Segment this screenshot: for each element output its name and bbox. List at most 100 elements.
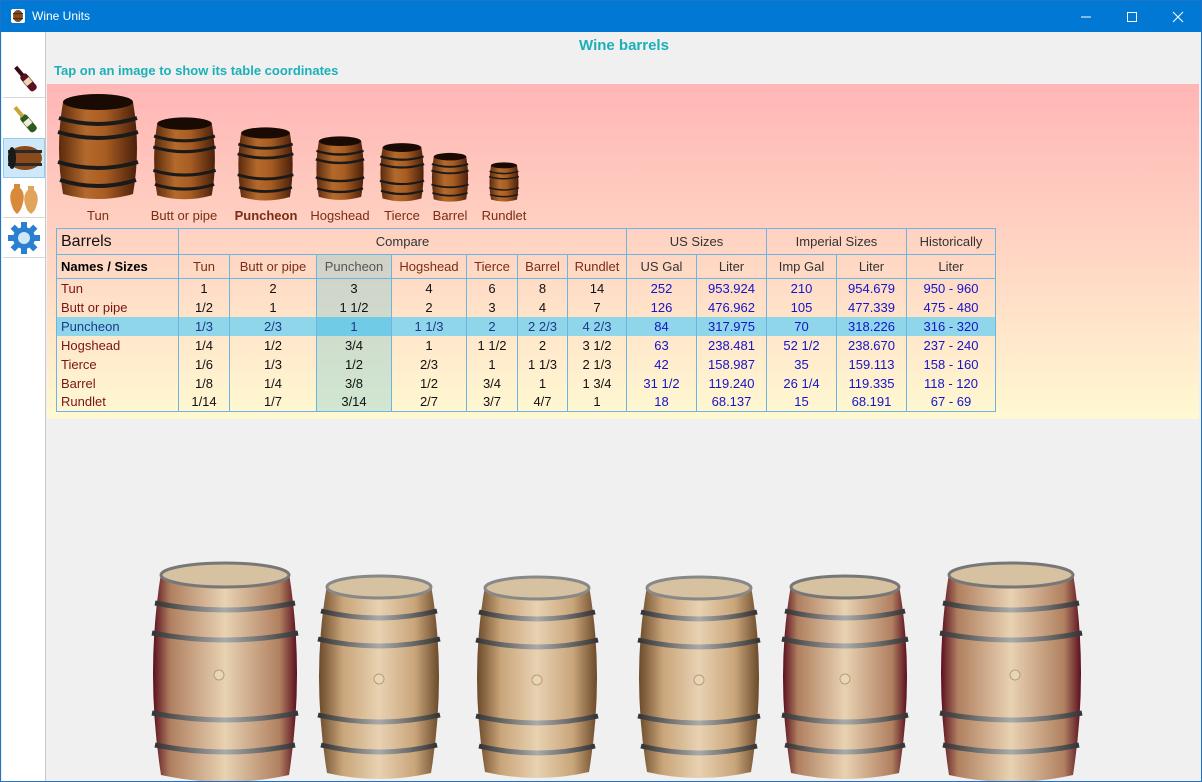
compare-cell: 2/7 xyxy=(391,392,467,412)
barrel-label-rundlet: Rundlet xyxy=(481,208,527,223)
column-header-barrel: Barrel xyxy=(517,254,568,279)
historic-liter-cell: 237 - 240 xyxy=(906,335,996,355)
us-gal-cell: 84 xyxy=(626,316,697,336)
compare-cell: 2 xyxy=(517,335,568,355)
compare-cell: 8 xyxy=(517,278,568,298)
minimize-button[interactable] xyxy=(1063,1,1109,32)
barrel-photo-4 xyxy=(637,575,761,778)
column-header-historic-liter: Liter xyxy=(906,254,996,279)
compare-cell: 1 xyxy=(466,354,518,374)
barrel-image-barrel[interactable] xyxy=(430,152,470,204)
barrel-label-tun: Tun xyxy=(87,208,109,223)
compare-cell: 1 3/4 xyxy=(567,373,627,393)
compare-cell: 2 2/3 xyxy=(517,316,568,336)
gear-icon xyxy=(8,222,40,254)
table-row-tun[interactable]: Tun 1 2 3 4 6 8 14 252 953.924 210 954.679 950 - 960 xyxy=(56,278,996,298)
historic-liter-cell: 158 - 160 xyxy=(906,354,996,374)
barrel-image-hogshead[interactable] xyxy=(314,134,366,204)
column-header-puncheon: Puncheon xyxy=(316,254,392,279)
table-row-butt-or-pipe[interactable]: Butt or pipe 1/2 1 1 1/2 2 3 4 7 126 476.962 105 47… xyxy=(56,297,996,317)
imp-gal-cell: 26 1/4 xyxy=(766,373,837,393)
sidebar-item-wine-bottles[interactable] xyxy=(3,58,45,98)
compare-cell: 6 xyxy=(466,278,518,298)
compare-cell: 2/3 xyxy=(391,354,467,374)
sidebar-item-settings[interactable] xyxy=(3,218,45,258)
compare-cell: 1 1/2 xyxy=(466,335,518,355)
imp-liter-cell: 318.226 xyxy=(836,316,907,336)
table-body: Tun 1 2 3 4 6 8 14 252 953.924 210 954.679 950 - 960… xyxy=(56,278,996,412)
column-header-tun: Tun xyxy=(178,254,230,279)
compare-cell: 1/3 xyxy=(229,354,317,374)
imp-liter-cell: 68.191 xyxy=(836,392,907,412)
imperial-sizes-group-header: Imperial Sizes xyxy=(766,228,907,255)
compare-cell: 2 xyxy=(391,297,467,317)
compare-cell: 1 xyxy=(567,392,627,412)
table-row-hogshead[interactable]: Hogshead 1/4 1/2 3/4 1 1 1/2 2 3 1/2 63 238.481 52… xyxy=(56,335,996,355)
compare-cell: 1/2 xyxy=(178,297,230,317)
barrel-image-tun[interactable] xyxy=(55,92,141,204)
row-name: Barrel xyxy=(56,373,179,393)
compare-cell: 2 1/3 xyxy=(567,354,627,374)
historic-liter-cell: 67 - 69 xyxy=(906,392,996,412)
column-header-us-gal: US Gal xyxy=(626,254,697,279)
us-gal-cell: 252 xyxy=(626,278,697,298)
compare-cell: 1/6 xyxy=(178,354,230,374)
us-liter-cell: 238.481 xyxy=(696,335,767,355)
barrel-image-butt-or-pipe[interactable] xyxy=(151,115,218,204)
column-header-hogshead: Hogshead xyxy=(391,254,467,279)
compare-cell: 1 xyxy=(178,278,230,298)
maximize-icon xyxy=(1127,12,1137,22)
barrel-image-rundlet[interactable] xyxy=(488,161,520,204)
champagne-bottle-icon xyxy=(13,105,37,133)
us-gal-cell: 42 xyxy=(626,354,697,374)
compare-cell: 1/4 xyxy=(229,373,317,393)
us-liter-cell: 317.975 xyxy=(696,316,767,336)
column-header-rundlet: Rundlet xyxy=(567,254,627,279)
table-row-tierce[interactable]: Tierce 1/6 1/3 1/2 2/3 1 1 1/3 2 1/3 42 158.987 35… xyxy=(56,354,996,374)
barrel-image-puncheon[interactable] xyxy=(235,126,296,204)
sidebar-item-amphorae[interactable] xyxy=(3,178,45,218)
compare-cell: 3/14 xyxy=(316,392,392,412)
close-button[interactable] xyxy=(1155,1,1201,32)
compare-cell: 1/4 xyxy=(178,335,230,355)
compare-cell: 4/7 xyxy=(517,392,568,412)
us-gal-cell: 31 1/2 xyxy=(626,373,697,393)
maximize-button[interactable] xyxy=(1109,1,1155,32)
barrel-table: Barrels Compare US Sizes Imperial Sizes … xyxy=(56,228,996,412)
column-header-butt-or-pipe: Butt or pipe xyxy=(229,254,317,279)
compare-cell: 2/3 xyxy=(229,316,317,336)
sidebar-item-barrels[interactable] xyxy=(3,138,45,178)
barrel-app-icon xyxy=(11,9,25,23)
barrel-label-butt-or-pipe: Butt or pipe xyxy=(150,208,218,223)
compare-cell: 1 xyxy=(517,373,568,393)
imp-gal-cell: 52 1/2 xyxy=(766,335,837,355)
compare-cell: 1 1/2 xyxy=(316,297,392,317)
page-title: Wine barrels xyxy=(579,37,669,54)
imp-liter-cell: 238.670 xyxy=(836,335,907,355)
wine-bottle-icon xyxy=(14,65,37,92)
us-sizes-group-header: US Sizes xyxy=(626,228,767,255)
compare-cell: 1/2 xyxy=(316,354,392,374)
table-row-puncheon[interactable]: Puncheon 1/3 2/3 1 1 1/3 2 2 2/3 4 2/3 84 317.975… xyxy=(56,316,996,336)
row-name: Butt or pipe xyxy=(56,297,179,317)
imp-gal-cell: 210 xyxy=(766,278,837,298)
compare-cell: 3/8 xyxy=(316,373,392,393)
us-gal-cell: 18 xyxy=(626,392,697,412)
minimize-icon xyxy=(1081,16,1091,18)
table-row-barrel[interactable]: Barrel 1/8 1/4 3/8 1/2 3/4 1 1 3/4 31 1/2 119.240… xyxy=(56,373,996,393)
historic-liter-cell: 118 - 120 xyxy=(906,373,996,393)
barrel-image-tierce[interactable] xyxy=(378,142,426,204)
imp-gal-cell: 70 xyxy=(766,316,837,336)
historically-group-header: Historically xyxy=(906,228,996,255)
table-row-rundlet[interactable]: Rundlet 1/14 1/7 3/14 2/7 3/7 4/7 1 18 68.137 15 68… xyxy=(56,392,996,412)
sidebar-item-champagne[interactable] xyxy=(3,99,45,139)
instruction-text: Tap on an image to show its table coordi… xyxy=(54,63,339,78)
barrel-label-tierce: Tierce xyxy=(384,208,420,223)
barrel-photo-1 xyxy=(151,561,299,781)
us-liter-cell: 476.962 xyxy=(696,297,767,317)
compare-cell: 3 xyxy=(316,278,392,298)
table-corner-title: Barrels xyxy=(56,228,179,255)
us-gal-cell: 63 xyxy=(626,335,697,355)
compare-cell: 1/8 xyxy=(178,373,230,393)
names-sizes-header: Names / Sizes xyxy=(56,254,179,279)
